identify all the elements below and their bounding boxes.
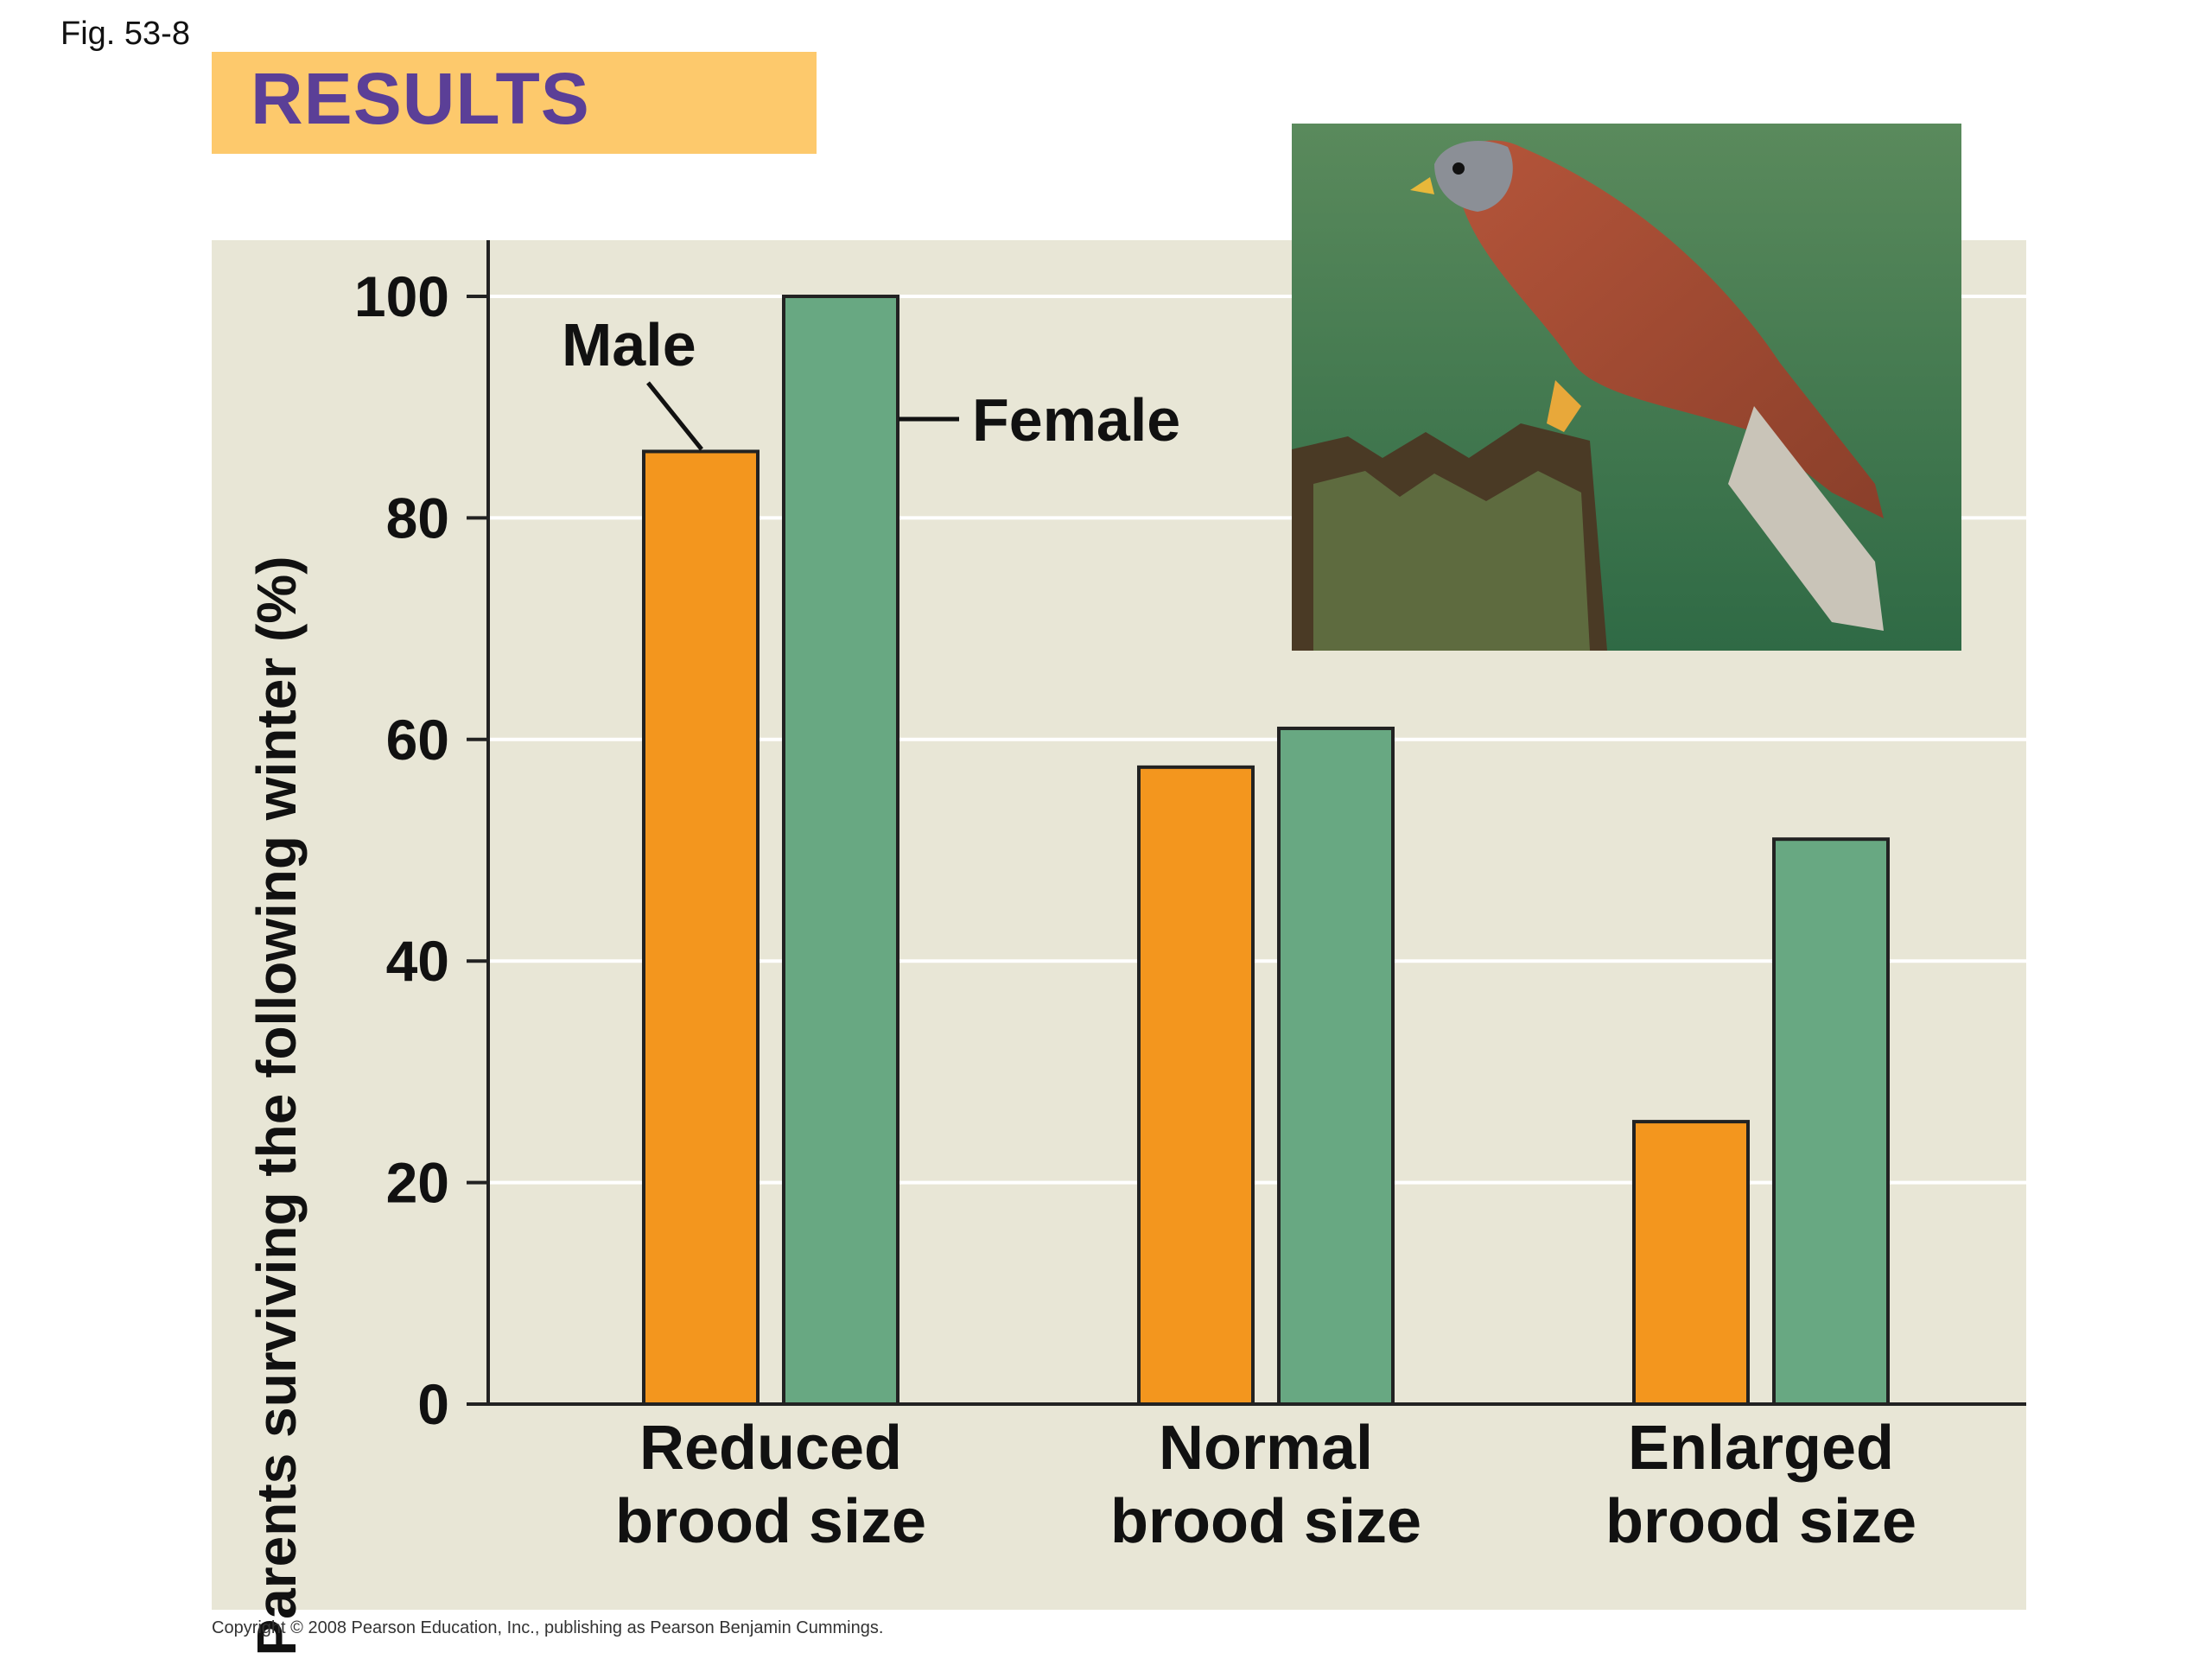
y-tick-label-60: 60 (386, 708, 449, 772)
male-annotation: Male (562, 311, 696, 378)
y-tick-label-40: 40 (386, 929, 449, 993)
bar-female-0 (782, 295, 899, 1406)
bar-male-0 (642, 449, 760, 1406)
figure-number: Fig. 53-8 (60, 16, 190, 52)
y-tick-label-20: 20 (386, 1151, 449, 1215)
y-tick-label-100: 100 (354, 264, 449, 328)
category-label-0-line-0: Reduced (639, 1414, 902, 1483)
y-tick-label-0: 0 (417, 1372, 449, 1436)
male-leader-line (646, 381, 703, 451)
category-label-1-line-1: brood size (1110, 1487, 1421, 1556)
category-label-2-line-0: Enlarged (1628, 1414, 1894, 1483)
bars (642, 295, 1890, 1406)
results-heading: RESULTS (251, 58, 590, 139)
y-axis-ticks: 0 20 40 60 80 100 (354, 264, 488, 1436)
category-label-0-line-1: brood size (615, 1487, 926, 1556)
bar-male-1 (1137, 765, 1255, 1406)
category-label-1-line-0: Normal (1159, 1414, 1373, 1483)
y-tick-label-80: 80 (386, 486, 449, 550)
female-annotation: Female (972, 386, 1180, 454)
kestrel-photo (1292, 124, 1961, 651)
category-label-2-line-1: brood size (1605, 1487, 1916, 1556)
results-banner (212, 52, 817, 154)
bar-female-1 (1277, 726, 1395, 1406)
bar-male-2 (1632, 1120, 1750, 1406)
copyright-text: Copyright © 2008 Pearson Education, Inc.… (212, 1618, 883, 1637)
y-axis-label: Parents surviving the following winter (… (245, 556, 308, 1656)
bar-female-2 (1772, 837, 1890, 1406)
